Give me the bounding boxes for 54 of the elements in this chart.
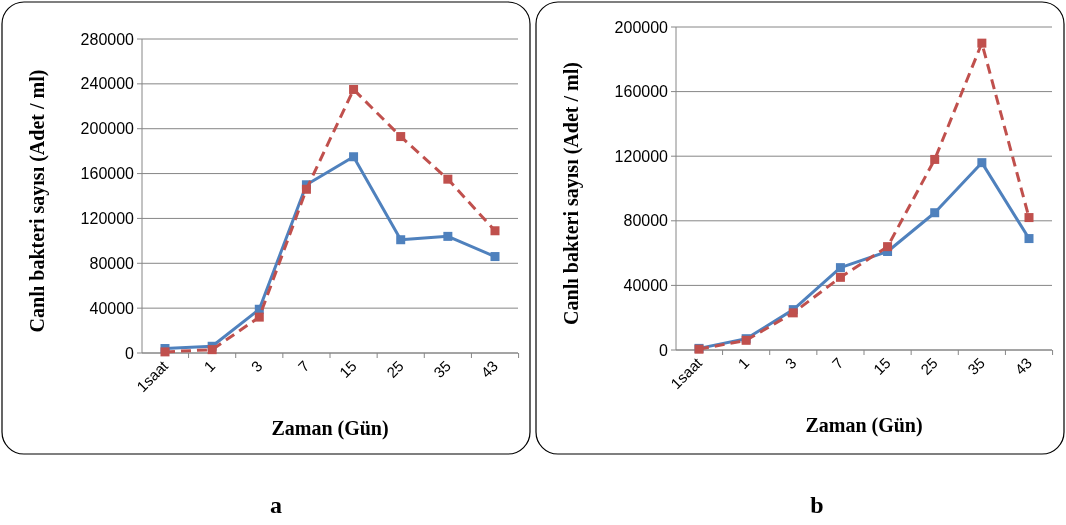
point (490, 252, 500, 262)
y-tick-label: 280000 (80, 30, 135, 48)
point (254, 312, 264, 322)
point (349, 152, 359, 162)
y-tick-label: 80000 (89, 254, 135, 272)
point (883, 242, 893, 252)
x-tick-label: 3 (247, 357, 266, 376)
x-tick-label: 7 (828, 354, 847, 373)
x-tick-label: 3 (781, 354, 800, 373)
point (490, 226, 500, 236)
point (1024, 234, 1034, 244)
point (930, 154, 940, 164)
x-tick-label: 43 (477, 357, 502, 381)
x-tick-label: 25 (383, 357, 407, 381)
x-axis-title: Zaman (Gün) (805, 414, 923, 437)
y-tick-label: 120000 (80, 210, 135, 228)
y-tick-label: 240000 (80, 75, 135, 93)
x-tick-label: 7 (294, 357, 313, 376)
y-tick-label: 0 (125, 344, 135, 362)
y-tick-label: 160000 (80, 165, 135, 183)
y-tick-label: 40000 (623, 277, 669, 294)
y-tick-label: 160000 (614, 83, 669, 101)
x-tick-label: 1 (200, 357, 219, 376)
x-tick-label: 1 (734, 354, 753, 373)
x-axis-title: Zaman (Gün) (271, 417, 389, 440)
point (835, 272, 845, 282)
x-tick-label: 43 (1011, 354, 1036, 378)
y-axis-title: Canlı bakteri sayısı (Adet / ml) (560, 62, 583, 325)
point (443, 231, 453, 241)
y-tick-label: 200000 (614, 18, 669, 36)
point (977, 158, 987, 168)
y-tick-label: 80000 (623, 212, 669, 230)
y-tick-label: 120000 (614, 147, 669, 165)
point (301, 184, 311, 194)
x-tick-label: 15 (869, 354, 894, 378)
y-tick-label: 40000 (89, 299, 135, 317)
x-tick-label: 35 (964, 354, 988, 378)
point (396, 235, 406, 245)
point (1024, 213, 1034, 223)
text: b (810, 492, 824, 518)
x-tick-label: 25 (917, 354, 941, 378)
point (930, 208, 940, 218)
y-tick-label: 200000 (80, 120, 135, 138)
point (349, 84, 359, 94)
point (977, 38, 987, 48)
x-tick-label: 15 (335, 357, 360, 381)
point (443, 174, 453, 184)
y-tick-label: 0 (659, 341, 669, 359)
point (207, 345, 217, 355)
x-tick-label: 35 (430, 357, 454, 381)
point (396, 132, 406, 142)
point (835, 263, 845, 273)
y-axis-title: Canlı bakteri sayısı (Adet / ml) (26, 69, 49, 333)
text: a (270, 492, 282, 518)
